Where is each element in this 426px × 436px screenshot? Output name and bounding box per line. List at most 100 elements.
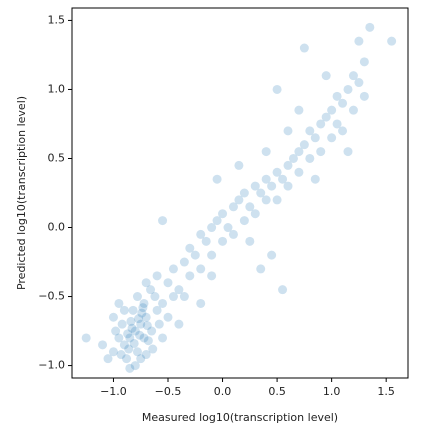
y-tick-label: 0.0 (48, 221, 66, 234)
point (168, 292, 178, 302)
point (132, 292, 142, 302)
point (168, 264, 178, 274)
point (250, 181, 260, 191)
point (261, 195, 271, 205)
point (305, 126, 315, 136)
point (294, 167, 304, 177)
plot-frame (71, 7, 409, 379)
point (283, 160, 293, 170)
point (256, 264, 266, 274)
point (81, 333, 91, 343)
point (212, 174, 222, 184)
point (272, 167, 282, 177)
y-tick-label: 1.0 (48, 82, 66, 95)
point (122, 354, 132, 364)
point (256, 188, 266, 198)
point (310, 133, 320, 143)
point (130, 361, 140, 371)
point (143, 336, 153, 346)
point (139, 333, 149, 343)
point (150, 292, 160, 302)
point (294, 105, 304, 115)
point (343, 84, 353, 94)
point (272, 84, 282, 94)
point (117, 319, 127, 329)
point (141, 350, 151, 360)
point (299, 43, 309, 53)
point (163, 312, 173, 322)
point (283, 181, 293, 191)
point (128, 305, 138, 315)
point (137, 308, 147, 318)
point (130, 326, 140, 336)
point (348, 71, 358, 81)
point (119, 340, 129, 350)
point (316, 119, 326, 129)
point (174, 319, 184, 329)
point (134, 314, 144, 324)
point (267, 250, 277, 260)
x-tick-label: 1.0 (323, 385, 341, 398)
point (218, 236, 228, 246)
point (132, 347, 142, 357)
point (196, 298, 206, 308)
point (365, 22, 375, 32)
point (152, 271, 162, 281)
point (338, 126, 348, 136)
y-tick-label: 0.5 (48, 151, 66, 164)
point (348, 105, 358, 115)
x-tick-label: −1.0 (100, 385, 127, 398)
y-tick-label: −1.0 (38, 359, 65, 372)
point (152, 305, 162, 315)
point (332, 91, 342, 101)
y-tick-label: 1.5 (48, 13, 66, 26)
point (239, 188, 249, 198)
point (123, 329, 133, 339)
point (228, 202, 238, 212)
point (139, 298, 149, 308)
x-axis-label: Measured log10(transcription level) (142, 411, 338, 424)
point (129, 338, 139, 348)
point (108, 312, 118, 322)
point (305, 153, 315, 163)
point (148, 344, 158, 354)
point (127, 323, 137, 333)
point (359, 57, 369, 67)
point (114, 333, 124, 343)
point (174, 285, 184, 295)
point (185, 243, 195, 253)
point (158, 333, 168, 343)
point (116, 350, 126, 360)
point (321, 71, 331, 81)
point (136, 354, 146, 364)
point (250, 209, 260, 219)
point (267, 181, 277, 191)
point (343, 147, 353, 157)
point (245, 202, 255, 212)
point (196, 229, 206, 239)
point (354, 36, 364, 46)
point (321, 112, 331, 122)
point (218, 209, 228, 219)
point (163, 278, 173, 288)
point (124, 344, 134, 354)
point (114, 298, 124, 308)
point (299, 140, 309, 150)
point (234, 160, 244, 170)
point (223, 223, 233, 233)
point (125, 363, 135, 373)
point (261, 147, 271, 157)
point (142, 321, 152, 331)
point (294, 147, 304, 157)
point (119, 305, 129, 315)
point (158, 298, 168, 308)
point (228, 229, 238, 239)
point (288, 153, 298, 163)
point (332, 119, 342, 129)
point (207, 271, 217, 281)
point (207, 223, 217, 233)
point (138, 303, 148, 313)
point (283, 126, 293, 136)
point (136, 319, 146, 329)
